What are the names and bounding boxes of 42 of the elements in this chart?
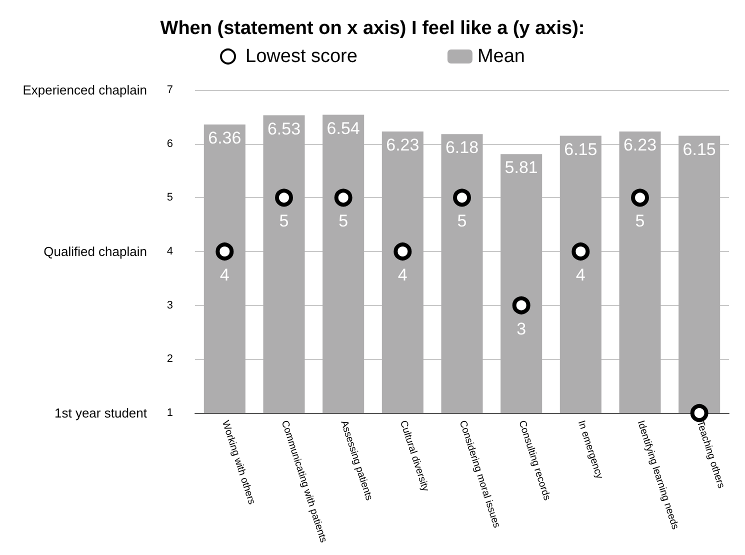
data-label: 6.15: [564, 140, 598, 159]
data-label: 4: [576, 266, 586, 285]
data-label: 6.23: [623, 135, 657, 154]
point: [631, 188, 649, 207]
point: [394, 242, 412, 261]
data-label: 6.36: [208, 128, 242, 148]
y-tick-label: 7: [166, 84, 173, 96]
point: [572, 242, 590, 261]
legend-label: Lowest score: [246, 46, 358, 67]
y-tick-label: 5: [166, 192, 173, 204]
point: [512, 296, 530, 314]
y-tick-label: 4: [166, 246, 173, 258]
data-label: 5: [635, 212, 645, 231]
data-label: 4: [220, 266, 230, 285]
data-label: 3: [516, 319, 526, 338]
text: 1st year student: [54, 406, 148, 421]
y-tick-label: 1: [166, 407, 173, 420]
point: [334, 188, 352, 207]
y-tick-label: 2: [166, 353, 173, 366]
x-tick-label: Cultural diversity: [397, 419, 431, 493]
data-label: 5.81: [504, 158, 538, 178]
chart-title: When (statement on x axis) I feel like a (y axis):: [160, 18, 585, 39]
data-label: 4: [398, 266, 408, 285]
text: Qualified chaplain: [44, 244, 147, 260]
data-label: 6.18: [445, 138, 479, 158]
point: [453, 188, 471, 207]
point: [690, 404, 708, 422]
text: Experienced chaplain: [22, 82, 147, 98]
data-label: 6.54: [326, 118, 360, 138]
data-label: 5: [338, 212, 348, 231]
data-label: 5: [457, 212, 467, 231]
data-label: 6.15: [682, 140, 716, 159]
y-tick-label: 3: [166, 299, 173, 312]
data-label: 5: [279, 212, 289, 231]
data-label: 6.53: [267, 119, 301, 138]
point: [216, 242, 234, 261]
x-tick-label: Working with others: [219, 419, 257, 506]
y-tick-label: 6: [166, 138, 173, 150]
x-tick-label: Teaching others: [694, 419, 726, 490]
point: [275, 188, 293, 207]
data-label: 6.23: [386, 135, 420, 154]
legend-label: Mean: [477, 46, 525, 67]
